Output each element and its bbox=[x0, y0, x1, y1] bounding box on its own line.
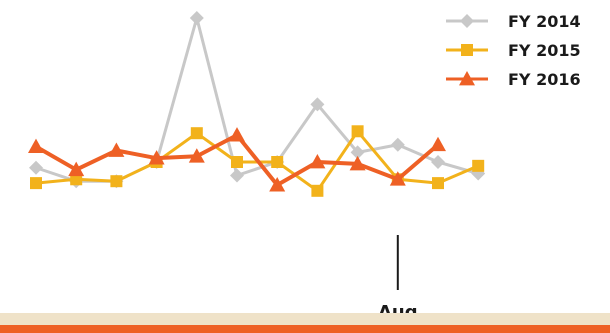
data-point-fy-2015-12 bbox=[472, 159, 485, 172]
legend-label-fy-2016: FY 2016 bbox=[508, 70, 581, 89]
data-point-fy-2015-1 bbox=[30, 177, 42, 190]
data-point-fy-2014-1 bbox=[29, 160, 43, 175]
data-point-fy-2014-11 bbox=[431, 155, 445, 169]
footer-accent-line bbox=[0, 325, 610, 333]
data-point-fy-2016-2 bbox=[68, 161, 85, 177]
data-point-fy-2016-9 bbox=[349, 155, 366, 171]
data-point-fy-2015-7 bbox=[271, 156, 284, 168]
data-point-fy-2016-1 bbox=[28, 138, 44, 154]
data-point-fy-2016-7 bbox=[269, 177, 286, 192]
data-point-fy-2015-11 bbox=[432, 177, 444, 190]
legend-marker-fy-2015 bbox=[461, 44, 473, 56]
legend-item-fy-2015: FY 2015 bbox=[446, 41, 581, 60]
legend-item-fy-2016: FY 2016 bbox=[446, 70, 581, 89]
legend-label-fy-2015: FY 2015 bbox=[508, 41, 581, 60]
data-point-fy-2016-11 bbox=[430, 136, 446, 152]
data-point-fy-2016-10 bbox=[389, 171, 406, 186]
data-point-fy-2016-6 bbox=[229, 127, 245, 142]
data-point-fy-2014-5 bbox=[189, 11, 204, 25]
data-point-fy-2016-4 bbox=[148, 150, 165, 165]
footer-band bbox=[0, 313, 610, 333]
data-point-fy-2015-2 bbox=[70, 173, 83, 186]
data-point-fy-2015-8 bbox=[311, 184, 324, 197]
series-fy-2016 bbox=[28, 127, 446, 192]
legend-marker-fy-2016 bbox=[459, 71, 475, 86]
data-point-fy-2015-6 bbox=[231, 156, 243, 168]
annotation: Aug bbox=[378, 235, 418, 323]
data-point-fy-2015-3 bbox=[110, 175, 123, 188]
data-point-fy-2014-8 bbox=[310, 97, 325, 112]
legend-marker-fy-2014 bbox=[460, 14, 474, 28]
legend-label-fy-2014: FY 2014 bbox=[508, 12, 581, 31]
data-point-fy-2014-10 bbox=[390, 137, 405, 152]
plot-area bbox=[28, 11, 486, 197]
data-point-fy-2014-9 bbox=[350, 145, 365, 160]
data-point-fy-2016-8 bbox=[309, 154, 326, 169]
legend-item-fy-2014: FY 2014 bbox=[446, 12, 581, 31]
data-point-fy-2016-3 bbox=[108, 142, 125, 157]
data-point-fy-2014-6 bbox=[230, 168, 244, 183]
data-point-fy-2015-9 bbox=[351, 125, 364, 138]
data-point-fy-2015-5 bbox=[190, 127, 203, 140]
data-point-fy-2016-5 bbox=[188, 148, 205, 163]
legend: FY 2014 FY 2015 FY 2016 bbox=[446, 12, 581, 89]
